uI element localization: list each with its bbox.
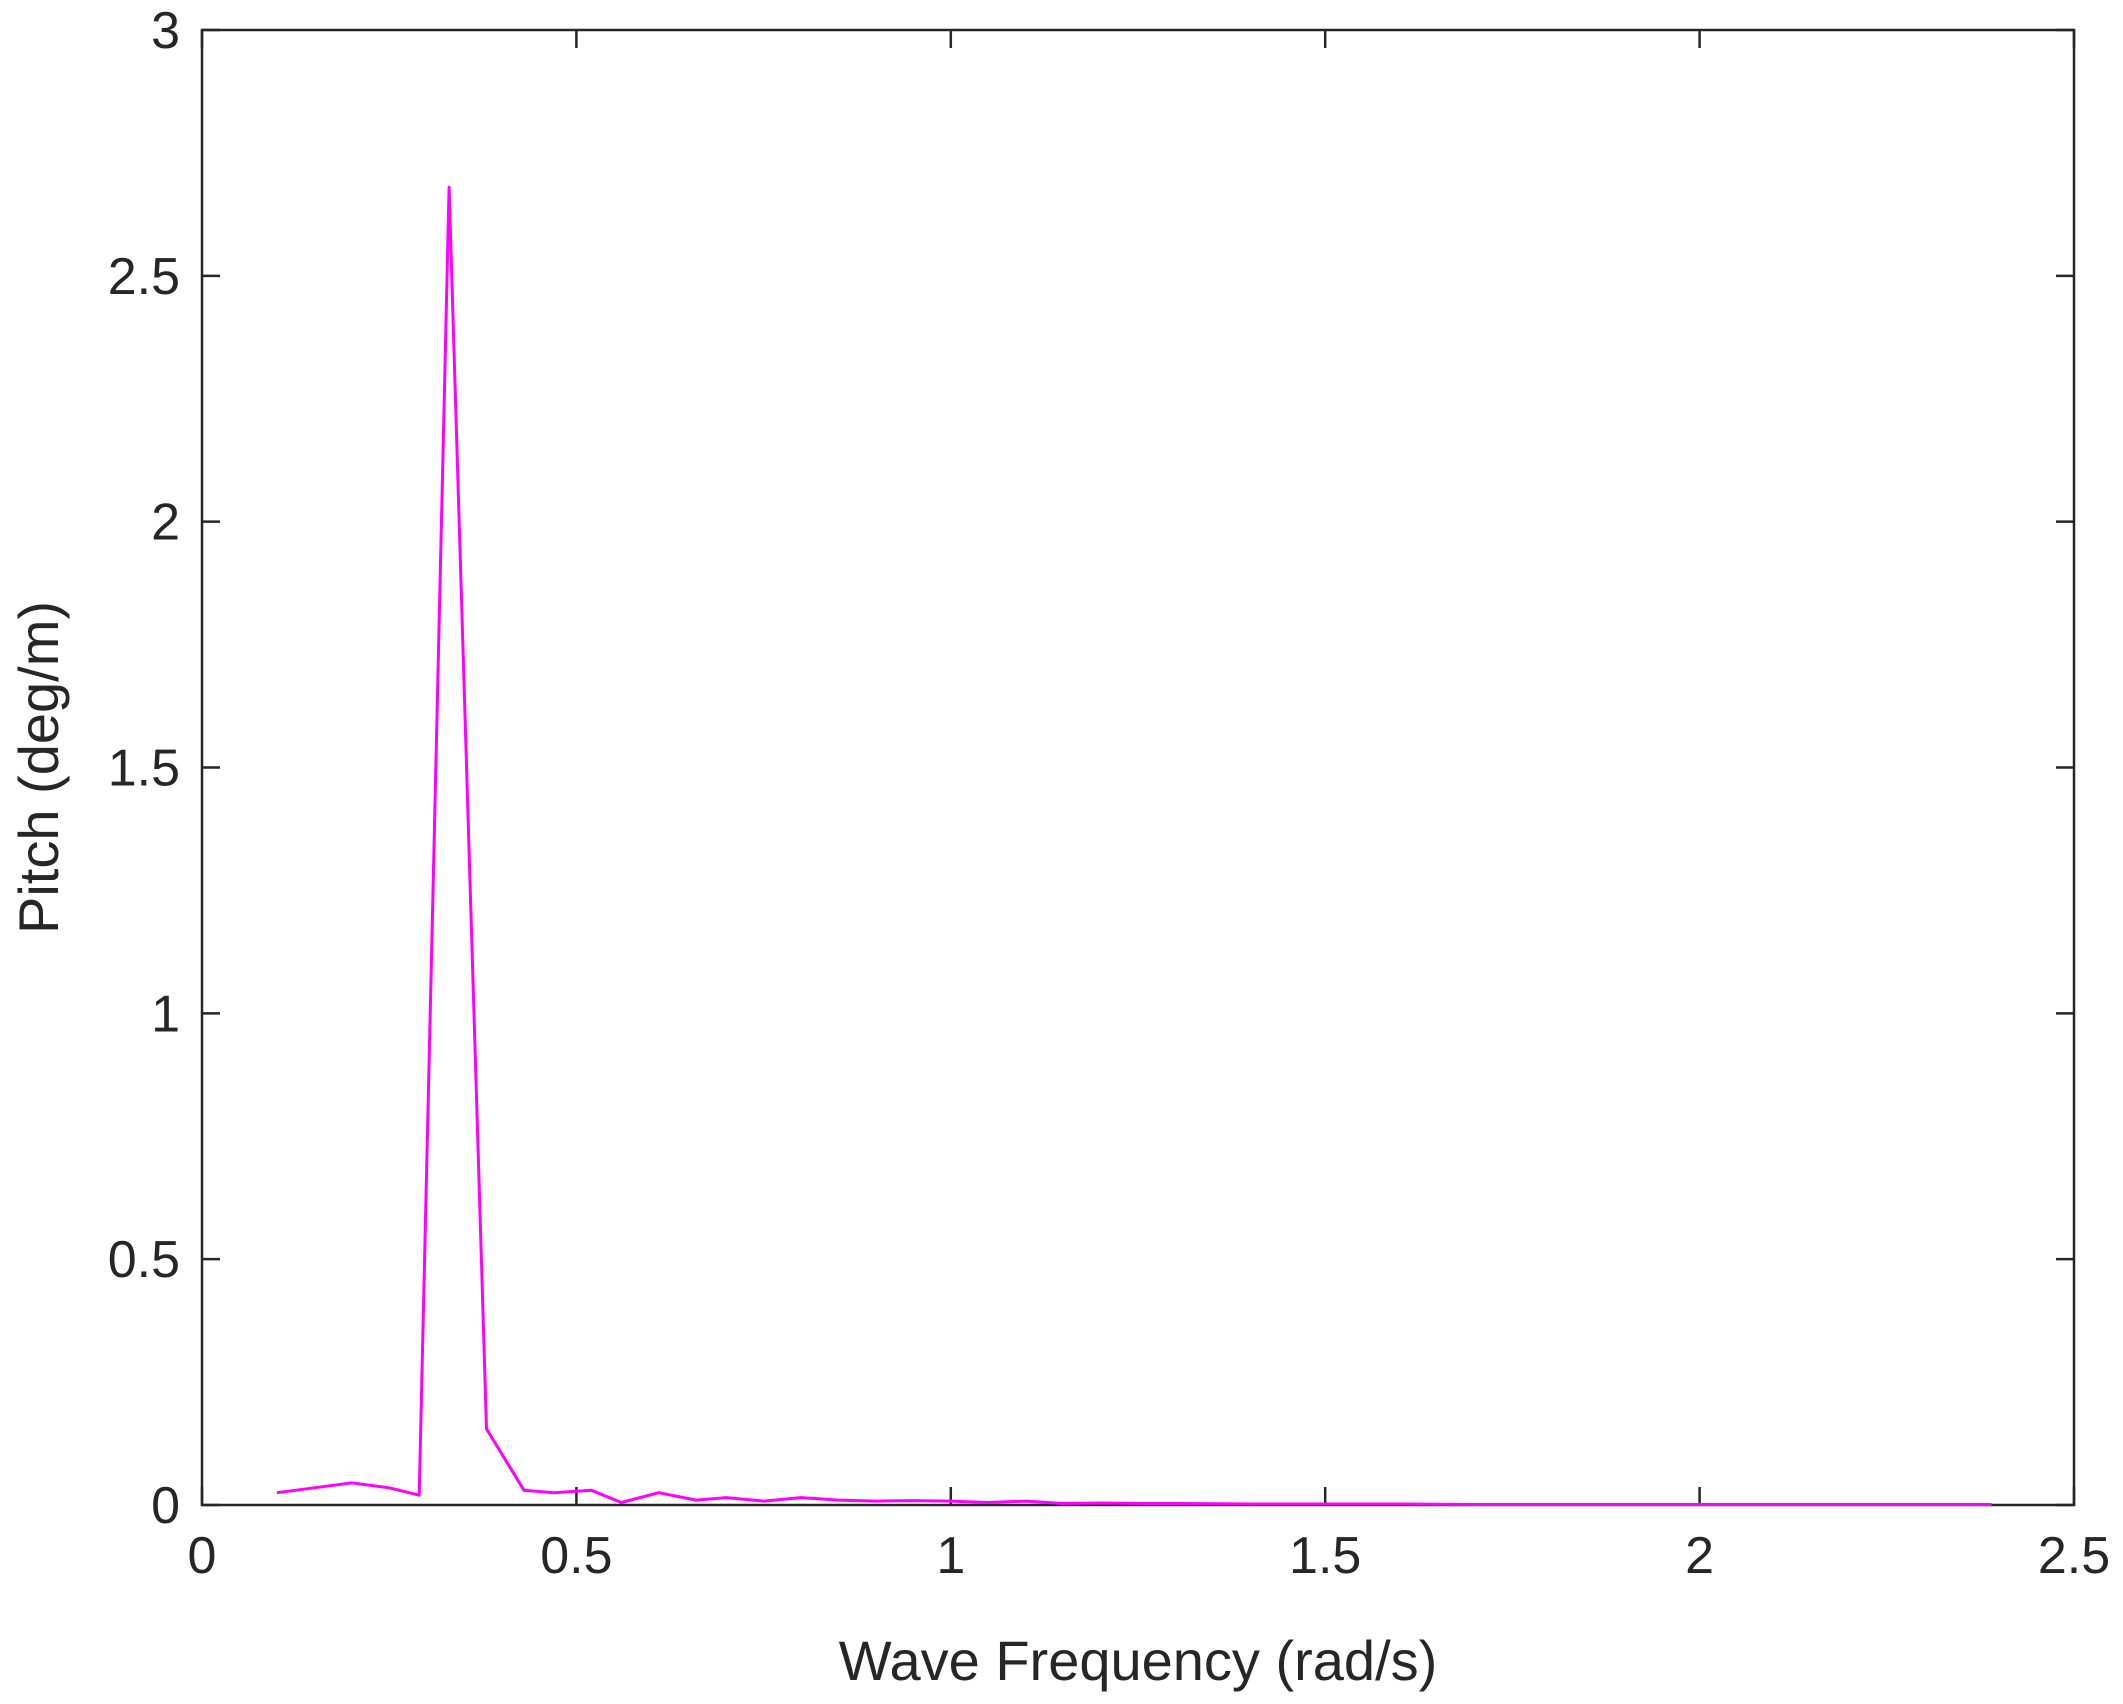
y-tick-label: 1.5 — [108, 740, 180, 798]
x-tick-label: 2 — [1685, 1527, 1714, 1585]
y-tick-label: 2.5 — [108, 248, 180, 306]
x-tick-label: 0 — [188, 1527, 217, 1585]
y-tick-label: 0 — [151, 1477, 180, 1535]
x-tick-label: 2.5 — [2038, 1527, 2110, 1585]
x-tick-label: 0.5 — [540, 1527, 612, 1585]
x-axis-title: Wave Frequency (rad/s) — [839, 1629, 1438, 1692]
series-line-0 — [276, 185, 1992, 1506]
y-tick-label: 2 — [151, 494, 180, 552]
x-tick-label: 1.5 — [1289, 1527, 1361, 1585]
plot-area-frame — [200, 28, 2076, 1507]
y-tick-label: 1 — [151, 985, 180, 1043]
y-tick-label: 0.5 — [108, 1231, 180, 1289]
x-tick-label: 1 — [936, 1527, 965, 1585]
y-tick-label: 3 — [151, 2, 180, 60]
y-axis-title: Pitch (deg/m) — [7, 601, 70, 934]
